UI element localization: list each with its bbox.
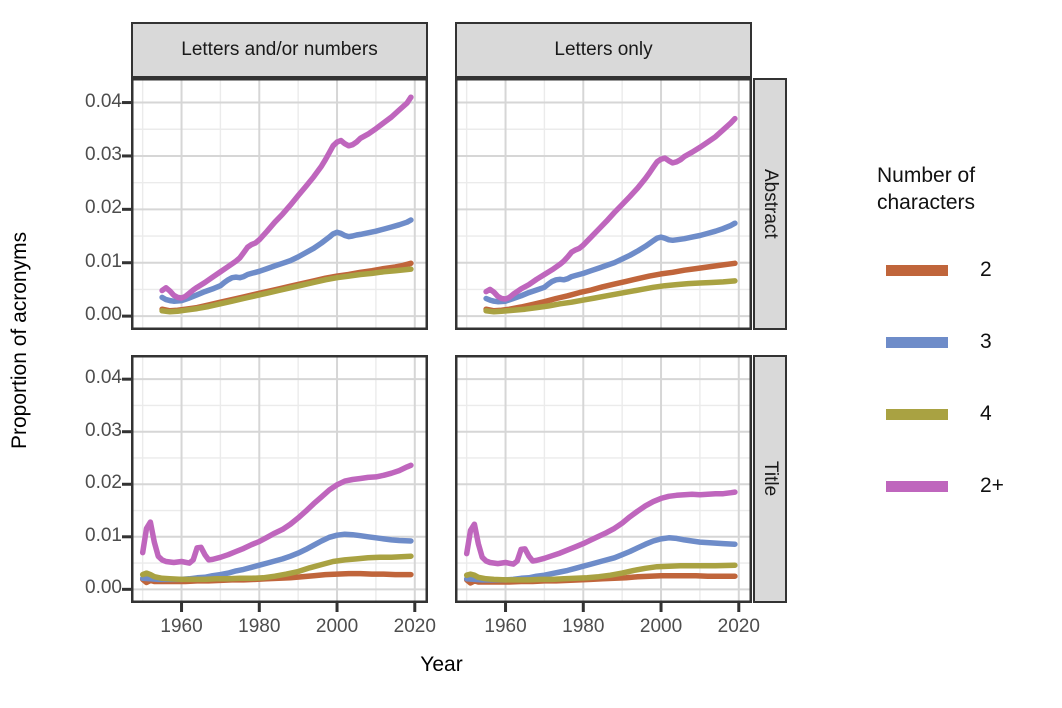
panel-abstract-letters-only <box>455 78 752 330</box>
y-tick-label-0.02: 0.02 <box>85 197 122 219</box>
y-tick-label-0.00: 0.00 <box>85 577 122 599</box>
y-tick-label-0.01: 0.01 <box>85 524 122 546</box>
x-tick-label-2020: 2020 <box>717 616 760 637</box>
line-series-4 <box>463 562 738 583</box>
facet-strip-row-title: Title <box>753 355 787 603</box>
y-tick-label-0.01: 0.01 <box>85 250 122 272</box>
line-series-4 <box>159 266 414 315</box>
legend-item-2+: 2+ <box>886 471 1004 501</box>
legend-label-2: 2 <box>980 258 992 281</box>
legend-swatch-2 <box>886 264 948 276</box>
panel-title-letters-only <box>455 355 752 612</box>
legend-label-2+: 2+ <box>980 474 1004 497</box>
y-axis-title: Proportion of acronyms <box>8 231 31 450</box>
legend-title: Number of characters <box>877 164 976 215</box>
x-tick-label-2000: 2000 <box>639 616 683 637</box>
line-series-4 <box>483 278 738 315</box>
legend-item-2: 2 <box>886 255 992 285</box>
line-series-4 <box>139 553 414 583</box>
y-tick-label-0.03: 0.03 <box>85 143 122 165</box>
legend-item-3: 3 <box>886 327 992 357</box>
line-series-3 <box>159 217 414 304</box>
legend-swatch-4 <box>886 408 948 420</box>
facet-strip-col-letters-only: Letters only <box>455 22 752 78</box>
y-tick-label-0.03: 0.03 <box>85 419 122 441</box>
legend-swatch-2+ <box>886 480 948 492</box>
y-tick-label-0.02: 0.02 <box>85 472 122 494</box>
facet-strip-col-letters-numbers: Letters and/or numbers <box>131 22 428 78</box>
facet-strip-row-abstract: Abstract <box>753 78 787 330</box>
legend-label-4: 4 <box>980 402 992 425</box>
y-tick-label-0.04: 0.04 <box>85 367 122 389</box>
x-tick-label-1980: 1980 <box>238 616 281 637</box>
x-axis-title: Year <box>420 653 463 676</box>
legend-item-4: 4 <box>886 399 992 429</box>
panel-abstract-letters-numbers <box>122 78 428 330</box>
y-tick-label-0.00: 0.00 <box>85 304 122 326</box>
line-series-2+ <box>159 94 414 301</box>
y-tick-label-0.04: 0.04 <box>85 90 122 112</box>
line-series-2+ <box>483 115 738 302</box>
x-tick-label-2000: 2000 <box>315 616 359 637</box>
x-tick-label-1960: 1960 <box>484 616 527 637</box>
line-series-2+ <box>463 489 738 567</box>
panel-title-letters-numbers <box>122 355 428 612</box>
legend-label-3: 3 <box>980 330 992 353</box>
legend-swatch-3 <box>886 336 948 348</box>
x-tick-label-1960: 1960 <box>160 616 203 637</box>
line-series-2+ <box>139 462 414 566</box>
line-series-3 <box>483 220 738 305</box>
x-tick-label-1980: 1980 <box>562 616 605 637</box>
x-tick-label-2020: 2020 <box>393 616 436 637</box>
